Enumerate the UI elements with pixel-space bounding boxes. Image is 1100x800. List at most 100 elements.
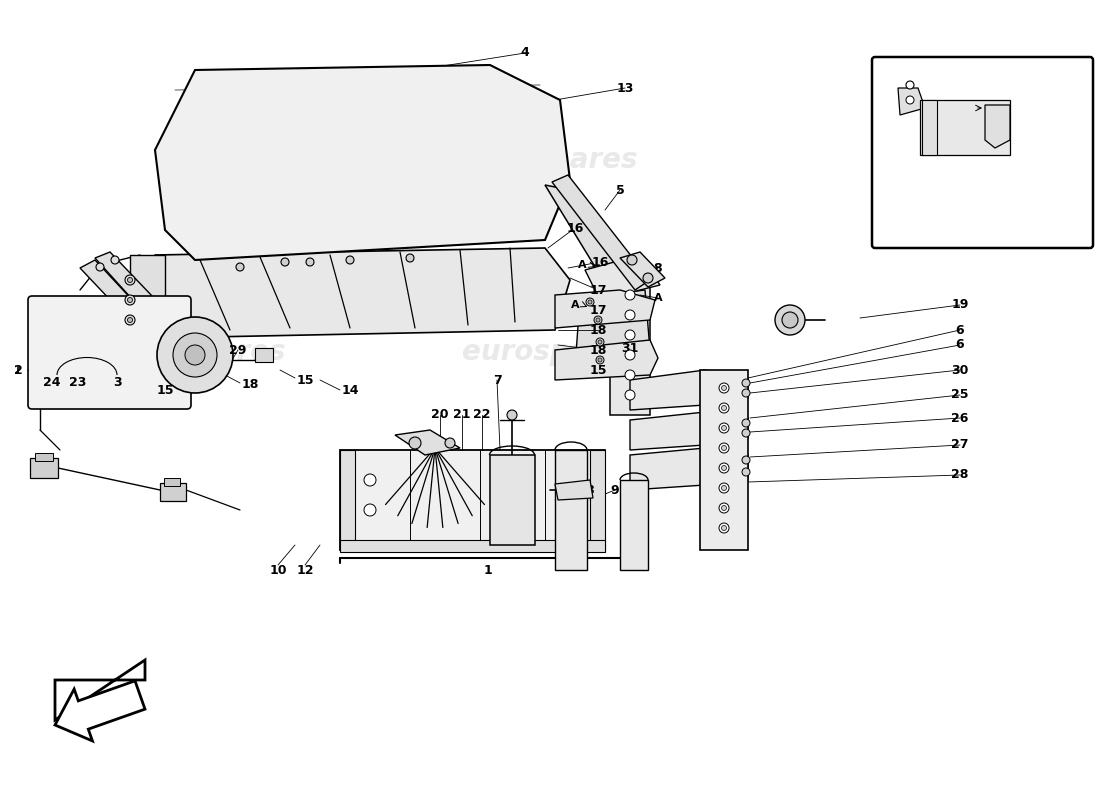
Text: 18: 18	[590, 323, 607, 337]
Circle shape	[722, 526, 726, 530]
Text: 9: 9	[1078, 89, 1087, 102]
Text: eurospares: eurospares	[462, 146, 638, 174]
Polygon shape	[395, 430, 460, 455]
Text: eurospares: eurospares	[462, 338, 638, 366]
Circle shape	[364, 504, 376, 516]
Polygon shape	[55, 660, 145, 720]
Text: 1: 1	[484, 563, 493, 577]
Circle shape	[742, 389, 750, 397]
Text: 9: 9	[610, 483, 619, 497]
Text: 26: 26	[952, 411, 969, 425]
Text: A: A	[571, 300, 580, 310]
Text: 19: 19	[952, 298, 969, 311]
Text: 11: 11	[1074, 134, 1091, 146]
Bar	[620, 480, 648, 570]
FancyArrow shape	[55, 681, 145, 741]
Circle shape	[409, 437, 421, 449]
Polygon shape	[984, 105, 1010, 148]
Text: 8: 8	[585, 483, 594, 497]
Polygon shape	[556, 480, 593, 500]
Circle shape	[625, 330, 635, 340]
Text: 15: 15	[156, 383, 174, 397]
Polygon shape	[130, 248, 570, 338]
Circle shape	[776, 305, 805, 335]
Circle shape	[125, 275, 135, 285]
Circle shape	[719, 523, 729, 533]
Circle shape	[722, 446, 726, 450]
Circle shape	[128, 318, 132, 322]
Polygon shape	[630, 370, 748, 410]
Bar	[700, 370, 748, 550]
Circle shape	[742, 419, 750, 427]
Circle shape	[644, 273, 653, 283]
Text: 4: 4	[520, 46, 529, 59]
Polygon shape	[130, 255, 165, 340]
Bar	[164, 478, 180, 486]
Circle shape	[596, 318, 600, 322]
Circle shape	[364, 474, 376, 486]
Text: 6: 6	[1078, 115, 1087, 129]
Polygon shape	[630, 412, 748, 450]
Bar	[922, 100, 937, 155]
Text: 20: 20	[431, 409, 449, 422]
Text: 8: 8	[1078, 69, 1087, 82]
Text: A: A	[901, 90, 909, 100]
Text: 28: 28	[952, 469, 969, 482]
Text: 15: 15	[296, 374, 314, 386]
Polygon shape	[556, 340, 658, 380]
Polygon shape	[575, 290, 650, 368]
Circle shape	[722, 386, 726, 390]
Circle shape	[596, 356, 604, 364]
Text: 16: 16	[592, 255, 608, 269]
Text: 10: 10	[270, 563, 287, 577]
Polygon shape	[544, 185, 620, 275]
Circle shape	[157, 317, 233, 393]
Text: 31: 31	[621, 342, 639, 354]
Polygon shape	[630, 448, 748, 490]
Text: 17: 17	[590, 283, 607, 297]
Polygon shape	[80, 260, 165, 342]
Circle shape	[96, 263, 104, 271]
Circle shape	[280, 258, 289, 266]
Text: 22: 22	[473, 409, 491, 422]
Circle shape	[722, 486, 726, 490]
Circle shape	[906, 96, 914, 104]
Circle shape	[125, 315, 135, 325]
Text: 17: 17	[590, 303, 607, 317]
Circle shape	[185, 345, 205, 365]
Circle shape	[719, 483, 729, 493]
Circle shape	[625, 350, 635, 360]
Circle shape	[719, 443, 729, 453]
Circle shape	[507, 410, 517, 420]
Circle shape	[782, 312, 797, 328]
Text: 29: 29	[229, 343, 246, 357]
Circle shape	[598, 358, 602, 362]
Text: 12: 12	[296, 563, 314, 577]
Circle shape	[598, 340, 602, 344]
Text: 8: 8	[653, 262, 662, 274]
Text: A: A	[653, 293, 662, 303]
Bar	[175, 310, 220, 355]
Circle shape	[625, 390, 635, 400]
Circle shape	[742, 429, 750, 437]
Circle shape	[722, 426, 726, 430]
Bar	[35, 453, 53, 461]
Text: SOLUZIONE SUPERATA
OLD SOLUTION: SOLUZIONE SUPERATA OLD SOLUTION	[912, 210, 1052, 230]
Circle shape	[722, 406, 726, 410]
Text: 15: 15	[590, 363, 607, 377]
Bar	[340, 450, 355, 550]
Text: 27: 27	[952, 438, 969, 451]
Bar	[160, 483, 186, 501]
Text: 30: 30	[952, 363, 969, 377]
Polygon shape	[898, 88, 925, 115]
Polygon shape	[95, 252, 175, 330]
Text: 13: 13	[616, 82, 634, 94]
Polygon shape	[552, 175, 650, 290]
Bar	[920, 100, 1010, 155]
Circle shape	[406, 254, 414, 262]
Text: 16: 16	[566, 222, 584, 234]
Circle shape	[722, 506, 726, 510]
Circle shape	[719, 503, 729, 513]
Bar	[490, 455, 535, 545]
Text: 25: 25	[952, 389, 969, 402]
